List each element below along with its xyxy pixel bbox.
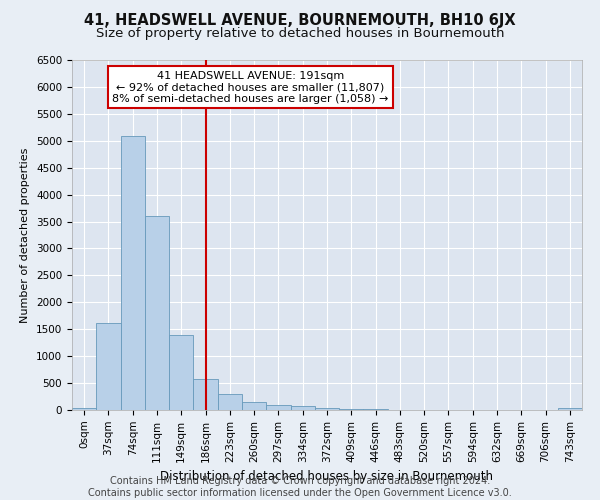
Text: 41, HEADSWELL AVENUE, BOURNEMOUTH, BH10 6JX: 41, HEADSWELL AVENUE, BOURNEMOUTH, BH10 … xyxy=(84,12,516,28)
Text: Contains HM Land Registry data © Crown copyright and database right 2024.
Contai: Contains HM Land Registry data © Crown c… xyxy=(88,476,512,498)
Bar xyxy=(315,408,339,410)
Bar xyxy=(121,136,145,410)
Bar xyxy=(145,216,169,410)
Bar xyxy=(96,323,121,410)
Y-axis label: Number of detached properties: Number of detached properties xyxy=(20,148,31,322)
Bar xyxy=(193,380,218,410)
Bar xyxy=(290,406,315,410)
Bar xyxy=(558,408,582,410)
Bar xyxy=(266,405,290,410)
Bar xyxy=(242,402,266,410)
Text: 41 HEADSWELL AVENUE: 191sqm
← 92% of detached houses are smaller (11,807)
8% of : 41 HEADSWELL AVENUE: 191sqm ← 92% of det… xyxy=(112,70,389,104)
Bar xyxy=(339,409,364,410)
Bar xyxy=(218,394,242,410)
X-axis label: Distribution of detached houses by size in Bournemouth: Distribution of detached houses by size … xyxy=(161,470,493,483)
Bar xyxy=(72,408,96,410)
Text: Size of property relative to detached houses in Bournemouth: Size of property relative to detached ho… xyxy=(96,28,504,40)
Bar xyxy=(169,334,193,410)
